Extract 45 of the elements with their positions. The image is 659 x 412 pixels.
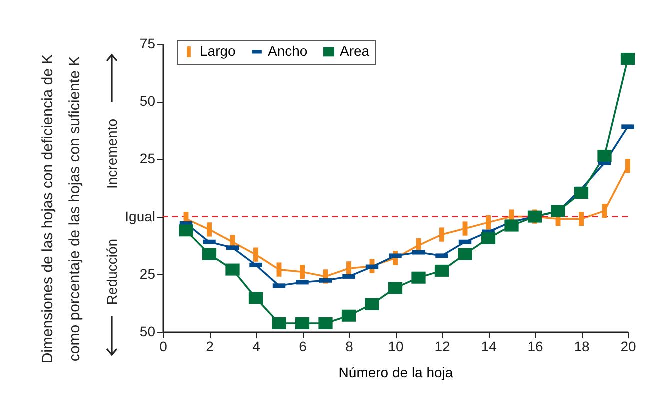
x-tick-label: 12 — [434, 338, 450, 354]
legend-label: Largo — [200, 43, 236, 59]
text: como porcentaje de las hojas con suficiente K — [66, 56, 84, 362]
point — [551, 205, 566, 218]
legend-label: Ancho — [268, 43, 308, 59]
point — [481, 232, 496, 244]
x-tick-label: 6 — [299, 338, 308, 354]
point — [574, 187, 589, 200]
point — [388, 282, 403, 294]
point — [202, 248, 217, 260]
x-axis-title: Número de la hoja — [338, 364, 454, 380]
y-tick-label: Igual — [125, 208, 156, 224]
x-tick-label: 16 — [528, 338, 544, 354]
point — [598, 150, 612, 162]
text: Incremento — [104, 118, 120, 190]
point — [272, 317, 286, 330]
y-tick-label: 25 — [140, 266, 156, 282]
x-tick-label: 2 — [206, 338, 214, 354]
x-tick-label: 20 — [620, 338, 636, 354]
point — [620, 52, 636, 65]
y-tick-label: 75 — [140, 36, 156, 52]
x-tick-label: 0 — [160, 338, 168, 354]
y-tick-label: 25 — [140, 150, 156, 167]
x-tick-label: 18 — [574, 338, 590, 354]
point — [248, 292, 264, 304]
text: Dimensiones de las hojas con deficiencia de K — [40, 54, 56, 364]
point — [318, 317, 333, 330]
x-tick-label: 4 — [252, 338, 261, 354]
y-tick-label: 50 — [140, 324, 156, 340]
point — [528, 210, 542, 223]
point — [342, 310, 356, 322]
point — [434, 264, 450, 277]
x-tick-label: 10 — [388, 338, 404, 354]
point — [226, 264, 240, 276]
point — [504, 220, 519, 232]
x-tick-label: 14 — [481, 338, 497, 354]
point — [458, 248, 472, 260]
text: Reducción — [104, 238, 120, 306]
legend-label: Area — [340, 43, 370, 59]
y-tick-label: 50 — [140, 93, 156, 110]
x-tick-label: 8 — [346, 338, 354, 354]
point — [295, 317, 310, 330]
point — [412, 272, 426, 284]
point — [365, 298, 380, 310]
point — [179, 224, 194, 237]
